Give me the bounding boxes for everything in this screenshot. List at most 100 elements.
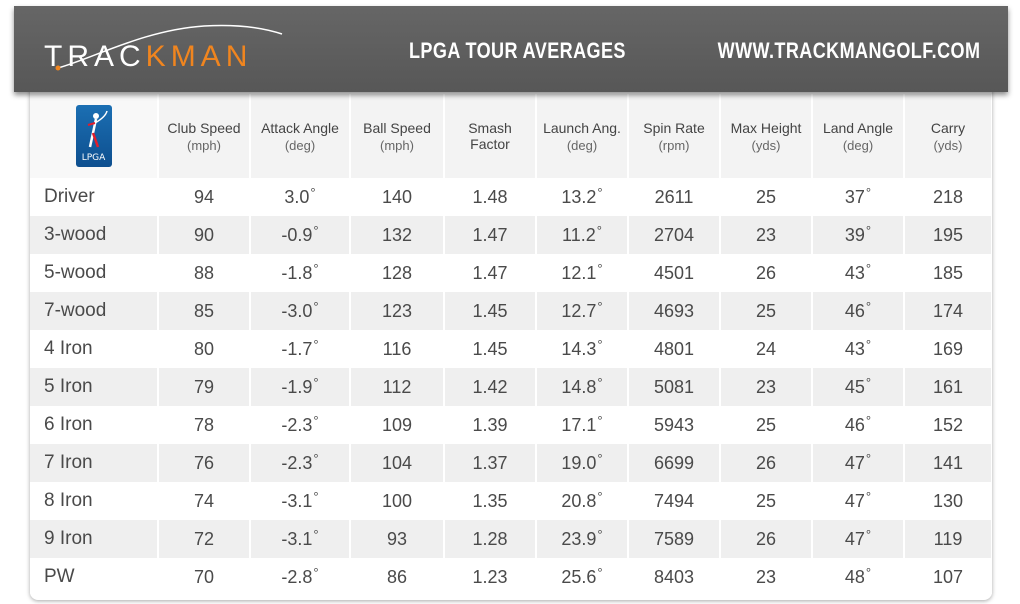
degree-symbol: ° bbox=[596, 222, 602, 238]
club-name-cell: Driver bbox=[30, 178, 159, 216]
degree-symbol: ° bbox=[597, 336, 603, 352]
value-text: 20.8 bbox=[561, 490, 597, 511]
value-text: 1.35 bbox=[472, 490, 508, 511]
value-cell: -3.1° bbox=[250, 520, 351, 558]
value-cell: 20.8° bbox=[536, 482, 629, 520]
value-cell: 47° bbox=[812, 482, 905, 520]
value-text: -3.0 bbox=[281, 300, 313, 321]
value-cell: 109 bbox=[350, 406, 445, 444]
value-text: 1.47 bbox=[472, 262, 508, 283]
table-row: 8 Iron 74 -3.1° 100 1.35 20.8° 7494 25 47° 130 bbox=[30, 482, 992, 520]
column-header: Launch Ang. (deg) bbox=[536, 94, 629, 178]
value-text: 94 bbox=[193, 186, 215, 207]
value-text: 80 bbox=[193, 338, 215, 359]
column-header-label: Ball Speed bbox=[363, 119, 431, 136]
value-cell: 23 bbox=[720, 558, 813, 596]
column-header: Spin Rate (rpm) bbox=[628, 94, 721, 178]
value-cell: -0.9° bbox=[250, 216, 351, 254]
value-text: 23.9 bbox=[561, 528, 597, 549]
degree-symbol: ° bbox=[865, 374, 872, 390]
degree-symbol: ° bbox=[865, 526, 872, 542]
degree-symbol: ° bbox=[313, 374, 319, 390]
value-text: 3.0 bbox=[284, 186, 310, 207]
value-cell: 25.6° bbox=[536, 558, 629, 596]
value-cell: 4693 bbox=[628, 292, 721, 330]
club-name-cell: 3-wood bbox=[30, 216, 159, 254]
column-header-label: Club Speed bbox=[167, 119, 241, 136]
column-header: Carry (yds) bbox=[904, 94, 992, 178]
degree-symbol: ° bbox=[865, 450, 872, 466]
value-text: 1.28 bbox=[472, 528, 508, 549]
value-cell: 1.35 bbox=[444, 482, 537, 520]
value-cell: -3.0° bbox=[250, 292, 351, 330]
value-cell: -1.7° bbox=[250, 330, 351, 368]
value-cell: 46° bbox=[812, 406, 905, 444]
value-cell: 47° bbox=[812, 444, 905, 482]
value-text: 4693 bbox=[653, 300, 695, 321]
column-header-label: Carry bbox=[930, 119, 966, 136]
value-cell: 3.0° bbox=[250, 178, 351, 216]
brand-text-k: K bbox=[145, 40, 171, 73]
value-text: -3.1 bbox=[281, 528, 313, 549]
value-text: 47 bbox=[844, 490, 865, 511]
degree-symbol: ° bbox=[865, 222, 872, 238]
value-text: 140 bbox=[381, 186, 413, 207]
value-cell: 47° bbox=[812, 520, 905, 558]
value-cell: 123 bbox=[350, 292, 445, 330]
value-cell: -3.1° bbox=[250, 482, 351, 520]
value-cell: 161 bbox=[904, 368, 992, 406]
value-text: 39 bbox=[844, 224, 865, 245]
degree-symbol: ° bbox=[597, 412, 603, 428]
value-text: 93 bbox=[386, 528, 408, 549]
value-cell: 78 bbox=[158, 406, 251, 444]
value-text: 23 bbox=[755, 376, 777, 397]
value-text: 79 bbox=[193, 376, 215, 397]
table-header-row: LPGA Club Speed (mph) Attack Angle (deg) Bal… bbox=[30, 94, 992, 178]
value-cell: 25 bbox=[720, 482, 813, 520]
value-cell: 25 bbox=[720, 406, 813, 444]
data-table-card: LPGA Club Speed (mph) Attack Angle (deg) Bal… bbox=[30, 82, 992, 600]
value-cell: 185 bbox=[904, 254, 992, 292]
trackman-logo: TRACKMAN bbox=[44, 20, 294, 80]
column-header: Club Speed (mph) bbox=[158, 94, 251, 178]
value-cell: 1.42 bbox=[444, 368, 537, 406]
value-text: 1.39 bbox=[472, 414, 508, 435]
value-cell: 43° bbox=[812, 254, 905, 292]
value-cell: 1.48 bbox=[444, 178, 537, 216]
degree-symbol: ° bbox=[313, 526, 319, 542]
value-text: 26 bbox=[755, 528, 777, 549]
table-row: Driver 94 3.0° 140 1.48 13.2° 2611 25 37° 218 bbox=[30, 178, 992, 216]
column-header-unit: (deg) bbox=[842, 137, 874, 153]
degree-symbol: ° bbox=[865, 184, 872, 200]
value-text: 11.2 bbox=[562, 224, 596, 245]
value-cell: 25 bbox=[720, 178, 813, 216]
value-cell: 88 bbox=[158, 254, 251, 292]
value-cell: 24 bbox=[720, 330, 813, 368]
value-text: 2611 bbox=[654, 186, 694, 207]
column-header-unit: (mph) bbox=[380, 137, 414, 153]
value-text: 72 bbox=[193, 528, 215, 549]
value-cell: 43° bbox=[812, 330, 905, 368]
value-text: 70 bbox=[193, 566, 215, 587]
degree-symbol: ° bbox=[597, 298, 603, 314]
table-row: PW 70 -2.8° 86 1.23 25.6° 8403 23 48° 107 bbox=[30, 558, 992, 596]
column-header-label: Smash Factor bbox=[468, 120, 512, 152]
lpga-logo-text: LPGA bbox=[81, 153, 106, 163]
value-text: 1.23 bbox=[472, 566, 508, 587]
value-text: 46 bbox=[844, 300, 865, 321]
value-cell: 13.2° bbox=[536, 178, 629, 216]
value-cell: 26 bbox=[720, 254, 813, 292]
value-cell: 174 bbox=[904, 292, 992, 330]
value-text: 14.3 bbox=[561, 338, 597, 359]
value-text: 17.1 bbox=[561, 414, 597, 435]
value-cell: 85 bbox=[158, 292, 251, 330]
value-text: 161 bbox=[932, 376, 964, 397]
value-text: 25 bbox=[755, 414, 777, 435]
value-cell: 4801 bbox=[628, 330, 721, 368]
club-name-cell: 4 Iron bbox=[30, 330, 159, 368]
banner-url[interactable]: WWW.TRACKMANGOLF.COM bbox=[717, 38, 980, 63]
degree-symbol: ° bbox=[865, 412, 872, 428]
value-cell: 86 bbox=[350, 558, 445, 596]
value-text: -2.3 bbox=[281, 414, 313, 435]
value-cell: 12.7° bbox=[536, 292, 629, 330]
